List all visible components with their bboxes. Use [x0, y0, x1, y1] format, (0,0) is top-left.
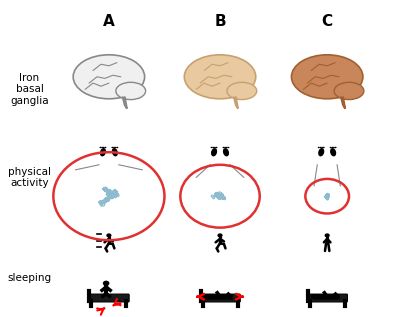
FancyBboxPatch shape [200, 294, 240, 302]
Ellipse shape [112, 148, 118, 156]
Text: Iron
basal
ganglia: Iron basal ganglia [10, 73, 49, 106]
Text: sleeping: sleeping [8, 273, 52, 283]
Ellipse shape [223, 148, 229, 156]
Text: C: C [322, 14, 333, 29]
Circle shape [103, 147, 105, 148]
Circle shape [224, 147, 226, 148]
Circle shape [104, 147, 106, 148]
Text: A: A [103, 14, 115, 29]
Circle shape [100, 147, 102, 148]
Circle shape [218, 233, 223, 237]
Circle shape [228, 147, 230, 148]
Ellipse shape [330, 148, 336, 156]
Circle shape [216, 147, 218, 148]
Ellipse shape [73, 55, 145, 99]
Circle shape [115, 147, 117, 148]
Ellipse shape [184, 55, 256, 99]
Circle shape [321, 147, 323, 148]
Circle shape [103, 281, 110, 286]
Ellipse shape [211, 148, 217, 156]
Circle shape [335, 147, 336, 148]
Ellipse shape [318, 148, 324, 156]
Circle shape [222, 147, 224, 148]
Text: physical
activity: physical activity [8, 166, 51, 188]
Ellipse shape [116, 82, 146, 100]
Ellipse shape [227, 82, 257, 100]
Circle shape [320, 147, 321, 148]
FancyBboxPatch shape [89, 294, 129, 302]
Ellipse shape [100, 148, 106, 156]
Circle shape [203, 294, 210, 299]
Circle shape [113, 147, 115, 148]
FancyBboxPatch shape [307, 294, 348, 302]
Circle shape [211, 147, 212, 148]
Circle shape [323, 147, 325, 148]
Circle shape [106, 233, 112, 237]
Ellipse shape [334, 82, 364, 100]
Circle shape [212, 147, 214, 148]
Circle shape [214, 147, 216, 148]
Circle shape [324, 233, 330, 237]
Circle shape [333, 147, 335, 148]
Circle shape [112, 147, 113, 148]
Circle shape [318, 147, 320, 148]
Circle shape [116, 147, 118, 148]
Ellipse shape [292, 55, 363, 99]
Circle shape [226, 147, 228, 148]
Circle shape [331, 147, 333, 148]
Circle shape [101, 147, 103, 148]
Text: B: B [214, 14, 226, 29]
Circle shape [330, 147, 332, 148]
Circle shape [310, 294, 317, 299]
